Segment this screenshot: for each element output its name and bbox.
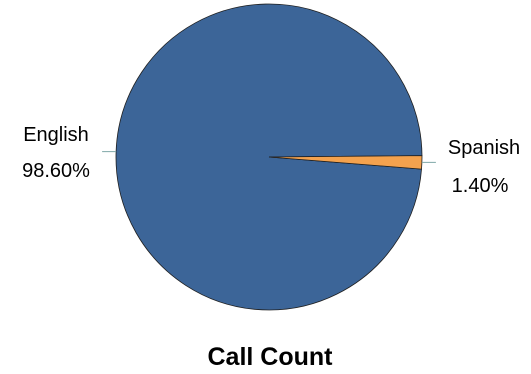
slice-label-spanish: Spanish: [448, 137, 520, 159]
leader-lines: [102, 151, 436, 163]
slice-label-english: English: [23, 124, 89, 146]
pie-slices: [115, 3, 423, 311]
chart-title: Call Count: [208, 343, 334, 371]
slice-value-english: 98.60%: [22, 160, 90, 182]
slice-value-spanish: 1.40%: [452, 175, 509, 197]
